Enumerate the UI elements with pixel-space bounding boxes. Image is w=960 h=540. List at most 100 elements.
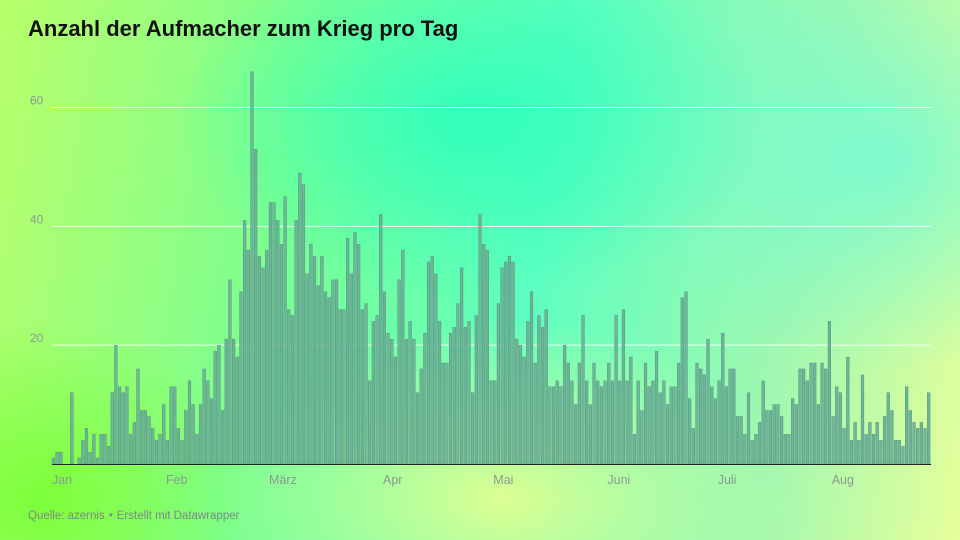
bar <box>592 362 596 465</box>
bar <box>434 273 438 465</box>
bar <box>493 380 497 465</box>
bar <box>467 321 471 465</box>
bar <box>680 297 684 465</box>
bar <box>224 339 228 465</box>
bar <box>504 261 508 465</box>
bar <box>864 434 868 465</box>
bar <box>662 380 666 465</box>
bar <box>489 380 493 465</box>
bar <box>404 339 409 465</box>
bar <box>750 440 754 465</box>
bar <box>368 380 372 465</box>
bar <box>577 362 581 465</box>
bar <box>882 416 887 465</box>
bar <box>463 327 467 465</box>
bar <box>441 362 445 465</box>
bar <box>136 368 140 465</box>
bar <box>426 261 431 465</box>
bar <box>544 309 548 465</box>
bar <box>228 279 232 465</box>
bar <box>95 457 100 465</box>
bar <box>99 434 103 465</box>
bar <box>129 434 133 465</box>
bar <box>783 434 787 465</box>
bar <box>927 392 931 465</box>
bar <box>312 255 317 465</box>
bar <box>581 315 585 465</box>
bar <box>507 255 512 465</box>
bar <box>599 386 603 465</box>
bar <box>757 422 762 465</box>
bar <box>154 440 158 465</box>
bar <box>206 380 210 465</box>
bar <box>276 220 280 465</box>
bar <box>51 457 55 465</box>
bar <box>349 273 353 465</box>
bar <box>250 71 254 465</box>
bar <box>334 279 339 465</box>
bar <box>743 434 747 465</box>
x-tick-label: Jan <box>52 473 72 487</box>
bar <box>283 196 287 465</box>
bar <box>272 202 276 465</box>
bar <box>849 440 854 465</box>
bar <box>585 380 589 465</box>
bar <box>809 362 813 465</box>
source-note: Quelle: azernis <box>28 510 105 522</box>
bar <box>471 392 475 465</box>
bar <box>202 368 206 465</box>
bar <box>827 321 832 465</box>
bar <box>364 303 368 465</box>
bar <box>390 339 394 465</box>
bar <box>820 362 824 465</box>
bar <box>835 386 839 465</box>
bar <box>699 368 703 465</box>
bar <box>919 422 923 465</box>
bar <box>559 386 563 465</box>
bar <box>92 434 96 465</box>
bar <box>724 386 729 465</box>
bar <box>445 362 449 465</box>
x-tick-label: Juli <box>718 473 737 487</box>
bar <box>254 148 258 465</box>
bar <box>103 434 107 465</box>
bar <box>717 380 721 465</box>
bar <box>791 398 795 465</box>
bar <box>614 315 618 465</box>
bar <box>485 249 489 465</box>
bar <box>739 416 743 465</box>
x-tick-label: Mai <box>493 473 513 487</box>
bar <box>305 273 309 465</box>
bar <box>518 344 523 465</box>
bar <box>371 321 375 465</box>
bar <box>316 285 320 465</box>
bar <box>353 232 357 465</box>
credit-link[interactable]: Erstellt mit Datawrapper <box>116 510 240 522</box>
bar <box>298 172 302 465</box>
bar <box>393 356 398 465</box>
bar <box>610 380 615 465</box>
bar <box>776 404 780 465</box>
bar <box>419 368 423 465</box>
bar <box>897 440 901 465</box>
bar <box>294 220 298 465</box>
bar <box>357 243 361 465</box>
bar <box>798 368 802 465</box>
bar <box>187 380 192 465</box>
bar <box>842 428 846 465</box>
bar <box>831 416 835 465</box>
bar <box>526 321 530 465</box>
bar <box>772 404 776 465</box>
bar <box>570 380 574 465</box>
bar <box>802 368 806 465</box>
bar <box>555 380 559 465</box>
bar <box>290 315 295 465</box>
bar <box>691 428 695 465</box>
bar <box>401 249 405 465</box>
bar <box>279 243 284 465</box>
bar <box>688 398 692 465</box>
bar <box>132 422 136 465</box>
bar <box>500 267 504 465</box>
bar <box>857 440 861 465</box>
bar <box>540 327 545 465</box>
